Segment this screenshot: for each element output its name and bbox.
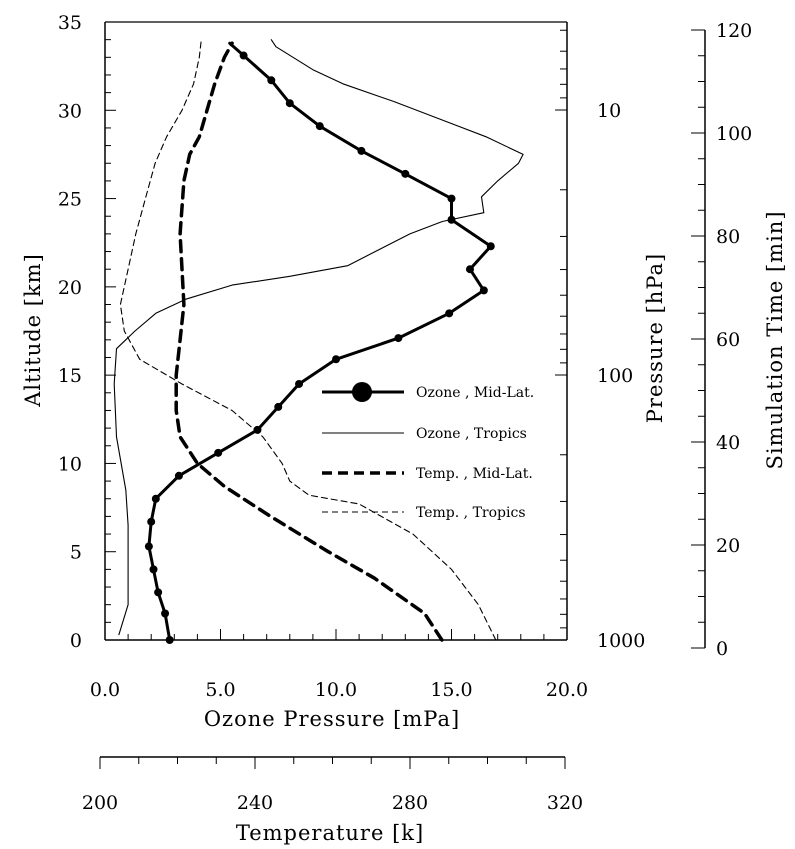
time-tick-label: 80 xyxy=(716,226,740,248)
data-point-ozone-midlat xyxy=(447,194,456,203)
series-line-ozone-tropics xyxy=(113,39,524,636)
temperature-tick-label: 280 xyxy=(392,792,428,814)
data-point-ozone-midlat xyxy=(401,169,410,178)
time-tick-label: 0 xyxy=(716,638,728,660)
time-tick-label: 40 xyxy=(716,432,740,454)
temperature-axis-title: Temperature [k] xyxy=(236,821,424,845)
pressure-tick-label: 100 xyxy=(597,365,633,387)
data-point-ozone-midlat xyxy=(285,99,294,108)
data-point-ozone-midlat xyxy=(165,636,174,644)
simulation-time-axis-title: Simulation Time [min] xyxy=(763,210,787,469)
data-point-ozone-midlat xyxy=(149,565,158,574)
data-point-ozone-midlat xyxy=(315,122,324,131)
legend-label-ozone-midlat: Ozone , Mid-Lat. xyxy=(416,385,534,401)
altitude-axis-title: Altitude [km] xyxy=(21,253,45,408)
data-point-ozone-midlat xyxy=(357,146,366,155)
pressure-axis-title: Pressure [hPa] xyxy=(643,253,667,423)
temperature-tick-label: 240 xyxy=(237,792,273,814)
altitude-tick-label: 0 xyxy=(70,630,82,652)
ozone-tick-label: 15.0 xyxy=(430,679,472,701)
axis-ticks xyxy=(99,21,705,769)
data-point-ozone-midlat xyxy=(239,51,248,60)
data-point-ozone-midlat xyxy=(274,402,283,411)
data-point-ozone-midlat xyxy=(332,355,340,364)
data-point-ozone-midlat xyxy=(147,517,156,526)
temperature-tick-label: 200 xyxy=(82,792,118,814)
data-point-ozone-midlat xyxy=(445,309,454,318)
data-point-ozone-midlat xyxy=(151,494,160,503)
data-point-ozone-midlat xyxy=(479,286,488,295)
altitude-tick-label: 15 xyxy=(58,365,82,387)
legend-marker-ozone-midlat xyxy=(352,382,372,402)
data-point-ozone-midlat xyxy=(154,588,163,597)
altitude-tick-label: 5 xyxy=(70,542,82,564)
ozone-axis-title: Ozone Pressure [mPa] xyxy=(204,707,460,731)
altitude-tick-label: 25 xyxy=(58,189,82,211)
legend-label-ozone-tropics: Ozone , Tropics xyxy=(416,426,527,442)
data-point-ozone-midlat xyxy=(465,265,474,274)
legend-label-temp-tropics: Temp. , Tropics xyxy=(416,505,526,521)
altitude-tick-label: 30 xyxy=(58,100,82,122)
ozone-tick-label: 0.0 xyxy=(90,679,120,701)
legend-label-temp-midlat: Temp. , Mid-Lat. xyxy=(416,466,533,482)
ozone-tick-label: 5.0 xyxy=(205,679,235,701)
time-tick-label: 120 xyxy=(716,20,752,42)
data-point-ozone-midlat xyxy=(486,242,495,251)
altitude-tick-label: 35 xyxy=(58,12,82,34)
ozone-tick-label: 10.0 xyxy=(315,679,357,701)
pressure-tick-label: 1000 xyxy=(597,630,645,652)
time-tick-label: 100 xyxy=(716,123,752,145)
altitude-tick-label: 10 xyxy=(58,453,82,475)
pressure-tick-label: 10 xyxy=(597,100,621,122)
series-line-temp-tropics xyxy=(119,39,497,641)
data-point-ozone-midlat xyxy=(144,542,153,551)
data-point-ozone-midlat xyxy=(214,448,223,457)
series-line-ozone-midlat xyxy=(147,41,493,642)
data-point-ozone-midlat xyxy=(253,425,262,434)
series-layer xyxy=(113,39,524,644)
legend: Ozone , Mid-Lat. Ozone , Tropics Temp. ,… xyxy=(322,382,534,521)
altitude-tick-label: 20 xyxy=(58,277,82,299)
series-line-temp-midlat xyxy=(174,41,444,642)
ozone-tick-label: 20.0 xyxy=(546,679,588,701)
data-point-ozone-midlat xyxy=(295,379,304,388)
time-tick-label: 20 xyxy=(716,535,740,557)
data-point-ozone-midlat xyxy=(174,471,183,480)
data-point-ozone-midlat xyxy=(267,76,276,85)
data-point-ozone-midlat xyxy=(161,609,170,618)
time-tick-label: 60 xyxy=(716,329,740,351)
data-point-ozone-midlat xyxy=(394,334,403,343)
temperature-tick-label: 320 xyxy=(547,792,583,814)
